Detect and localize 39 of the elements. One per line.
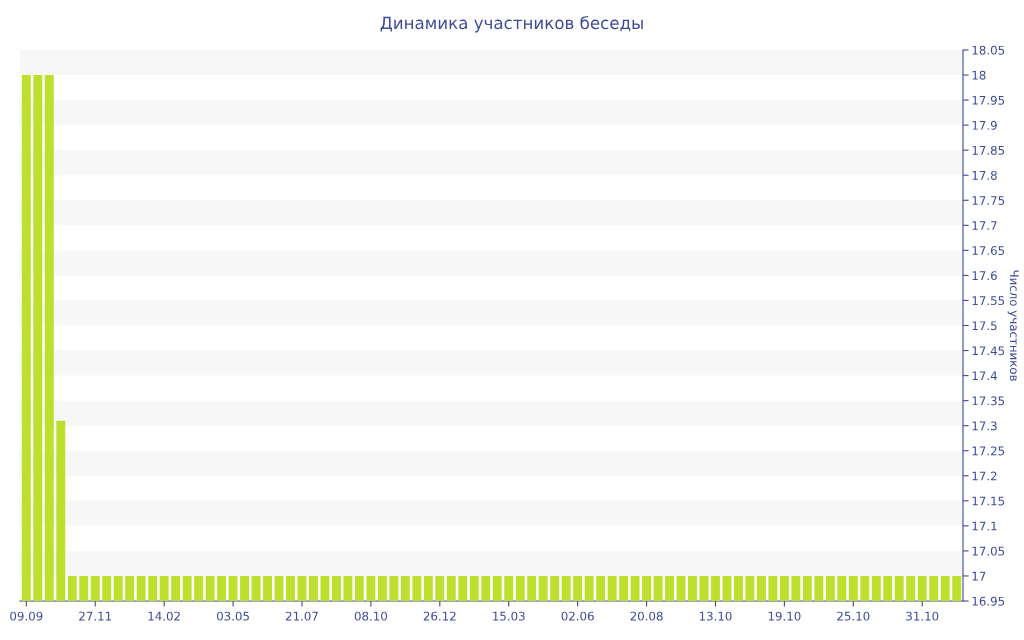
x-tick-label: 15.03 (493, 611, 525, 621)
y-tick-label: 17.1 (972, 521, 997, 531)
y-tick-label: 17.05 (972, 546, 1005, 556)
y-tick-label: 18.05 (972, 45, 1005, 55)
x-tick-label: 20.08 (630, 611, 663, 621)
y-tick-label: 17.25 (972, 446, 1005, 456)
x-tick-label: 03.05 (216, 611, 249, 621)
y-tick-label: 17.2 (972, 471, 997, 481)
y-tick-label: 17.45 (972, 346, 1005, 356)
y-tick-label: 17.3 (972, 421, 997, 431)
x-tick-label: 26.12 (423, 611, 456, 621)
y-axis-title: Число участников (1007, 270, 1019, 381)
x-tick-label: 02.06 (561, 611, 594, 621)
y-tick-label: 16.95 (972, 596, 1005, 606)
x-tick-label: 13.10 (699, 611, 732, 621)
x-tick-label: 14.02 (148, 611, 180, 621)
x-tick-label: 25.10 (837, 611, 870, 621)
y-tick-label: 17.8 (972, 170, 997, 180)
chart-title: Динамика участников беседы (380, 16, 643, 33)
y-tick-label: 17 (972, 571, 986, 581)
x-tick-label: 27.11 (79, 611, 112, 621)
y-tick-label: 17.95 (972, 95, 1005, 105)
y-tick-label: 17.75 (972, 196, 1005, 205)
x-tick-label: 19.10 (768, 611, 801, 621)
y-tick-label: 17.55 (972, 296, 1005, 306)
y-tick-label: 17.15 (972, 496, 1005, 506)
y-tick-label: 17.7 (972, 221, 997, 230)
x-tick-label: 21.07 (285, 611, 318, 621)
y-tick-label: 17.6 (972, 271, 997, 281)
y-tick-label: 18 (972, 70, 986, 80)
y-tick-label: 17.9 (972, 120, 997, 130)
y-tick-label: 17.5 (972, 321, 997, 331)
y-tick-label: 17.65 (972, 246, 1005, 256)
x-tick-label: 08.10 (354, 611, 388, 621)
x-tick-label: 09.09 (10, 611, 43, 621)
y-tick-label: 17.35 (972, 396, 1005, 406)
y-tick-label: 17.4 (972, 371, 997, 381)
y-tick-label: 17.85 (972, 145, 1005, 155)
x-tick-label: 31.10 (906, 611, 939, 621)
